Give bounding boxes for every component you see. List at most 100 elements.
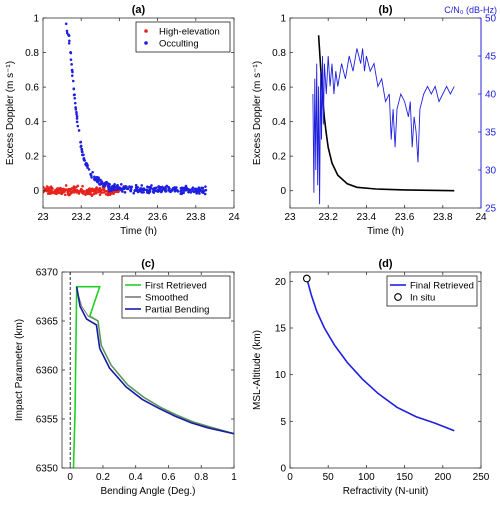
data-point (87, 191, 90, 195)
data-point (169, 190, 172, 194)
x-tick-label: 1 (231, 472, 237, 483)
y-tick-label: 1 (33, 14, 39, 25)
data-point (75, 110, 78, 114)
data-point (43, 185, 45, 189)
y-axis-label: Impact Parameter (km) (14, 319, 25, 421)
y-tick-label: 20 (275, 277, 287, 288)
data-point (46, 187, 50, 191)
legend-marker (394, 293, 402, 301)
data-point (84, 161, 88, 165)
y-tick-label: 6360 (36, 366, 59, 377)
series-occulting (64, 22, 208, 196)
legend-box (135, 21, 231, 53)
y-right-tick-label: 35 (485, 128, 497, 139)
y-axis-label: MSL-Altitude (km) (252, 330, 263, 410)
data-point (187, 190, 191, 193)
series-line (75, 286, 234, 435)
data-point (89, 173, 93, 177)
data-point (98, 193, 102, 197)
x-tick-label: 23.8 (186, 212, 206, 223)
data-point (150, 184, 153, 187)
data-point (93, 175, 96, 179)
data-point (116, 187, 119, 190)
x-tick-label: 23.6 (395, 212, 415, 223)
data-point (76, 189, 79, 192)
data-point (199, 188, 202, 191)
x-tick-label: 0 (287, 472, 293, 483)
legend-entry: High-elevation (159, 27, 220, 38)
y-tick-label: 5 (280, 417, 286, 428)
data-point (128, 185, 131, 188)
data-point (145, 189, 149, 193)
data-point (71, 79, 75, 83)
y-tick-label: 0.4 (25, 117, 39, 128)
x-tick-label: 100 (358, 472, 375, 483)
data-point (86, 188, 90, 192)
data-point (204, 185, 207, 188)
data-point (146, 185, 149, 189)
data-point (113, 188, 116, 191)
data-point (75, 191, 78, 194)
y-right-axis-label: C/N₀ (dB-Hz) (444, 5, 497, 15)
x-tick-label: 50 (323, 472, 335, 483)
series-line (306, 278, 455, 432)
data-point (136, 190, 140, 194)
legend-box (386, 275, 478, 307)
data-point (187, 188, 191, 191)
x-tick-label: 150 (396, 472, 413, 483)
data-point (81, 184, 84, 188)
y-tick-label: 0.6 (25, 83, 39, 94)
data-point (95, 177, 98, 180)
data-point (88, 188, 92, 191)
data-point (73, 96, 77, 100)
y-tick-label: 0 (280, 186, 286, 197)
series-excess-doppler (317, 35, 455, 192)
data-point (133, 189, 136, 193)
y-tick-label: 6365 (36, 317, 59, 328)
series-partial-bending (75, 286, 234, 435)
axes-box (289, 271, 482, 469)
data-point (204, 188, 208, 192)
plot-area (302, 274, 455, 432)
panel-c: (c) 0 0.2 0.4 0.6 0.8 1 6350 6355 6360 6365 6370 Ben… (14, 258, 237, 497)
data-point (134, 183, 138, 187)
data-point (98, 186, 102, 190)
data-point (161, 185, 164, 189)
y-tick-label: 0.8 (25, 48, 39, 59)
legend-marker (144, 41, 148, 45)
plot-area (312, 35, 455, 205)
y-tick-label: 6350 (36, 464, 59, 475)
x-axis-label: Refractivity (N-unit) (343, 486, 429, 497)
x-tick-label: 23.8 (433, 212, 453, 223)
data-point (57, 191, 60, 195)
data-point (81, 191, 84, 194)
data-point (135, 186, 139, 189)
data-point (59, 191, 63, 194)
legend-entry: Occulting (159, 39, 199, 50)
x-tick-label: 23 (37, 212, 49, 223)
series-smoothed (76, 289, 234, 435)
y-tick-label: 1 (280, 14, 286, 25)
data-point (77, 129, 81, 132)
x-tick-label: 200 (434, 472, 451, 483)
data-point (80, 189, 84, 192)
data-point (85, 164, 88, 167)
data-point (123, 191, 127, 194)
legend-entry: First Retrieved (145, 281, 207, 292)
data-point (120, 188, 124, 192)
data-point (103, 189, 106, 192)
data-point (159, 186, 162, 190)
data-point (130, 185, 134, 189)
data-point (91, 170, 94, 174)
data-point (74, 108, 78, 111)
data-point (87, 168, 91, 171)
data-point (69, 58, 73, 61)
x-tick-label: 23.4 (357, 212, 377, 223)
plot-area (43, 22, 208, 197)
x-tick-label: 23.4 (110, 212, 130, 223)
panel-title: (a) (132, 4, 146, 16)
data-point (70, 74, 74, 77)
y-tick-label: 15 (275, 324, 287, 335)
